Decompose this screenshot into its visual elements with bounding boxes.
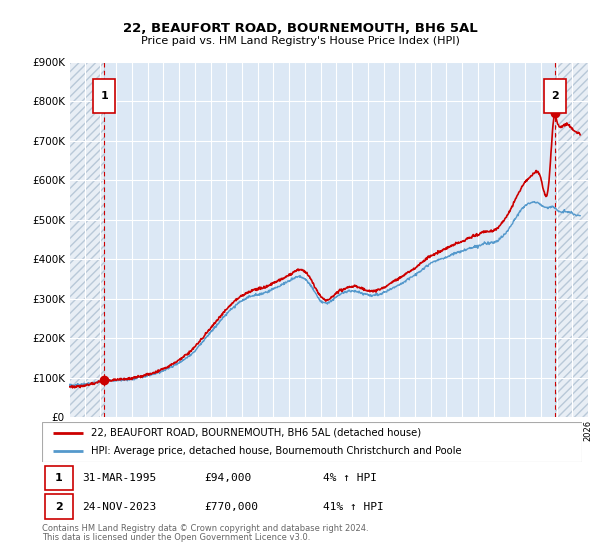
- FancyBboxPatch shape: [42, 422, 582, 462]
- Text: 22, BEAUFORT ROAD, BOURNEMOUTH, BH6 5AL: 22, BEAUFORT ROAD, BOURNEMOUTH, BH6 5AL: [122, 22, 478, 35]
- Text: 4% ↑ HPI: 4% ↑ HPI: [323, 473, 377, 483]
- Text: 1: 1: [55, 473, 62, 483]
- Text: 31-MAR-1995: 31-MAR-1995: [83, 473, 157, 483]
- Text: Price paid vs. HM Land Registry's House Price Index (HPI): Price paid vs. HM Land Registry's House …: [140, 36, 460, 46]
- Bar: [69, 62, 104, 417]
- FancyBboxPatch shape: [94, 80, 115, 113]
- Text: This data is licensed under the Open Government Licence v3.0.: This data is licensed under the Open Gov…: [42, 533, 310, 542]
- Text: 1: 1: [101, 91, 108, 101]
- FancyBboxPatch shape: [45, 466, 73, 490]
- Text: 41% ↑ HPI: 41% ↑ HPI: [323, 502, 383, 511]
- Text: 2: 2: [55, 502, 62, 511]
- FancyBboxPatch shape: [45, 494, 73, 519]
- Text: HPI: Average price, detached house, Bournemouth Christchurch and Poole: HPI: Average price, detached house, Bour…: [91, 446, 461, 456]
- Text: Contains HM Land Registry data © Crown copyright and database right 2024.: Contains HM Land Registry data © Crown c…: [42, 524, 368, 533]
- Text: 2: 2: [551, 91, 559, 101]
- Bar: [555, 62, 588, 417]
- FancyBboxPatch shape: [544, 80, 566, 113]
- Text: 24-NOV-2023: 24-NOV-2023: [83, 502, 157, 511]
- Text: £94,000: £94,000: [204, 473, 251, 483]
- Text: £770,000: £770,000: [204, 502, 258, 511]
- Text: 22, BEAUFORT ROAD, BOURNEMOUTH, BH6 5AL (detached house): 22, BEAUFORT ROAD, BOURNEMOUTH, BH6 5AL …: [91, 428, 421, 437]
